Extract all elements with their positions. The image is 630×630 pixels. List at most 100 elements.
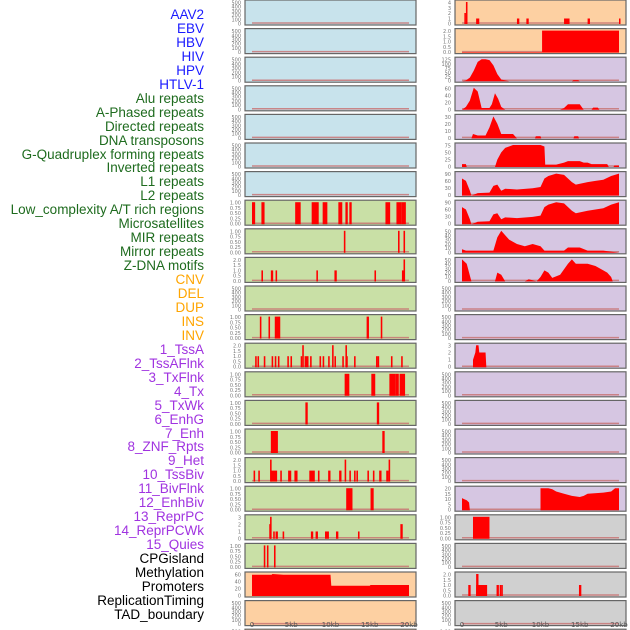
y-tick-label: 0.5 bbox=[443, 45, 451, 51]
row-label: Alu repeats bbox=[135, 90, 204, 106]
y-tick-label: 300 bbox=[441, 467, 451, 473]
y-tick-label: 0 bbox=[448, 136, 451, 142]
panel-background bbox=[244, 85, 417, 112]
y-tick-label: 0.00 bbox=[230, 222, 241, 228]
signal-bar bbox=[339, 470, 342, 482]
signal-bar bbox=[403, 259, 406, 282]
row-label: 13_ReprPC bbox=[133, 509, 204, 525]
signal-bar bbox=[390, 356, 393, 368]
row-label: Microsatellites bbox=[118, 216, 204, 232]
signal-bar bbox=[268, 316, 271, 339]
y-tick-label: 500 bbox=[441, 372, 451, 378]
y-tick-label: 400 bbox=[231, 5, 241, 11]
y-tick-label: 0 bbox=[238, 22, 241, 28]
row-label: ReplicationTiming bbox=[97, 592, 204, 608]
y-tick-label: 10 bbox=[445, 275, 451, 281]
y-tick-label: 1.0 bbox=[443, 583, 451, 589]
signal-bar bbox=[261, 202, 265, 225]
signal-bar bbox=[269, 524, 271, 539]
row-label: HIV bbox=[181, 48, 204, 64]
panel-background bbox=[244, 371, 417, 398]
y-tick-label: 0.5 bbox=[443, 588, 451, 594]
signal-bar bbox=[372, 470, 375, 482]
signal-bar bbox=[401, 202, 406, 225]
y-tick-label: 0.25 bbox=[230, 388, 241, 394]
y-tick-label: 1.00 bbox=[230, 401, 241, 407]
y-tick-label: 400 bbox=[231, 148, 241, 154]
signal-bar bbox=[280, 470, 282, 482]
y-tick-label: 500 bbox=[231, 29, 241, 35]
y-tick-label: 20 bbox=[445, 271, 451, 277]
row-label: AAV2 bbox=[170, 7, 204, 22]
y-tick-label: 200 bbox=[231, 185, 241, 191]
panel-background bbox=[244, 542, 417, 570]
panel-background bbox=[244, 428, 417, 455]
y-tick-label: 200 bbox=[231, 70, 241, 76]
row-label: Mirror repeats bbox=[119, 244, 204, 260]
signal-bar bbox=[270, 470, 278, 482]
y-tick-label: 200 bbox=[231, 128, 241, 134]
signal-bar bbox=[342, 356, 344, 368]
signal-bar bbox=[317, 470, 320, 482]
signal-bar bbox=[311, 202, 319, 225]
signal-bar bbox=[379, 470, 382, 482]
signal-bar bbox=[338, 202, 343, 225]
signal-bar bbox=[274, 316, 281, 339]
y-tick-label: 0.00 bbox=[230, 336, 241, 342]
y-tick-label: 0 bbox=[448, 165, 451, 171]
panel-background bbox=[244, 285, 417, 312]
signal-bar bbox=[270, 516, 272, 539]
y-tick-label: 125 bbox=[441, 58, 451, 64]
y-tick-label: 3 bbox=[448, 344, 451, 350]
signal-bar bbox=[400, 524, 403, 539]
y-tick-label: 0 bbox=[238, 193, 241, 199]
y-tick-label: 1.00 bbox=[230, 487, 241, 493]
signal-bar bbox=[386, 470, 389, 482]
panel-background bbox=[454, 457, 627, 484]
y-tick-label: 300 bbox=[441, 381, 451, 387]
y-tick-label: 0 bbox=[448, 222, 451, 228]
panel-background bbox=[454, 285, 627, 312]
y-tick-label: 400 bbox=[231, 291, 241, 297]
y-tick-label: 3 bbox=[238, 515, 241, 521]
row-label: 8_ZNF_Rpts bbox=[127, 439, 204, 455]
signal-area bbox=[462, 202, 619, 225]
y-tick-label: 0.0 bbox=[233, 365, 241, 371]
y-tick-label: 0.50 bbox=[230, 383, 241, 389]
y-tick-label: 0 bbox=[448, 479, 451, 485]
y-tick-label: 10 bbox=[445, 246, 451, 252]
signal-bar bbox=[328, 470, 331, 482]
y-tick-label: 25 bbox=[445, 75, 451, 81]
y-tick-label: 40 bbox=[235, 580, 241, 586]
y-tick-label: 10 bbox=[445, 129, 451, 135]
signal-area bbox=[462, 87, 619, 110]
y-tick-label: 0.75 bbox=[230, 378, 241, 384]
signal-bar bbox=[322, 202, 328, 225]
signal-bar bbox=[389, 373, 396, 396]
signal-bar bbox=[334, 356, 336, 368]
row-label: EBV bbox=[176, 20, 204, 36]
y-tick-label: 20 bbox=[445, 100, 451, 106]
signal-area bbox=[462, 230, 619, 253]
row-label: 1_TssA bbox=[159, 341, 204, 357]
signal-bar bbox=[290, 356, 293, 368]
y-tick-label: 0.00 bbox=[230, 422, 241, 428]
right-panel: 1.000.750.500.250.00 bbox=[440, 514, 627, 542]
left-panel: 1.000.750.500.250.00 bbox=[230, 428, 417, 457]
panel-background bbox=[454, 314, 627, 341]
panel-background bbox=[244, 485, 417, 512]
panel-background bbox=[244, 56, 417, 83]
y-tick-label: 300 bbox=[231, 295, 241, 301]
y-tick-label: 30 bbox=[445, 266, 451, 272]
y-tick-label: 0.5 bbox=[233, 359, 241, 365]
y-tick-label: 0.75 bbox=[230, 235, 241, 241]
signal-bar bbox=[275, 531, 278, 539]
y-tick-label: 0.25 bbox=[230, 502, 241, 508]
y-tick-label: 0.50 bbox=[230, 240, 241, 246]
signal-bar bbox=[376, 356, 378, 368]
y-tick-label: 0.25 bbox=[230, 560, 241, 566]
